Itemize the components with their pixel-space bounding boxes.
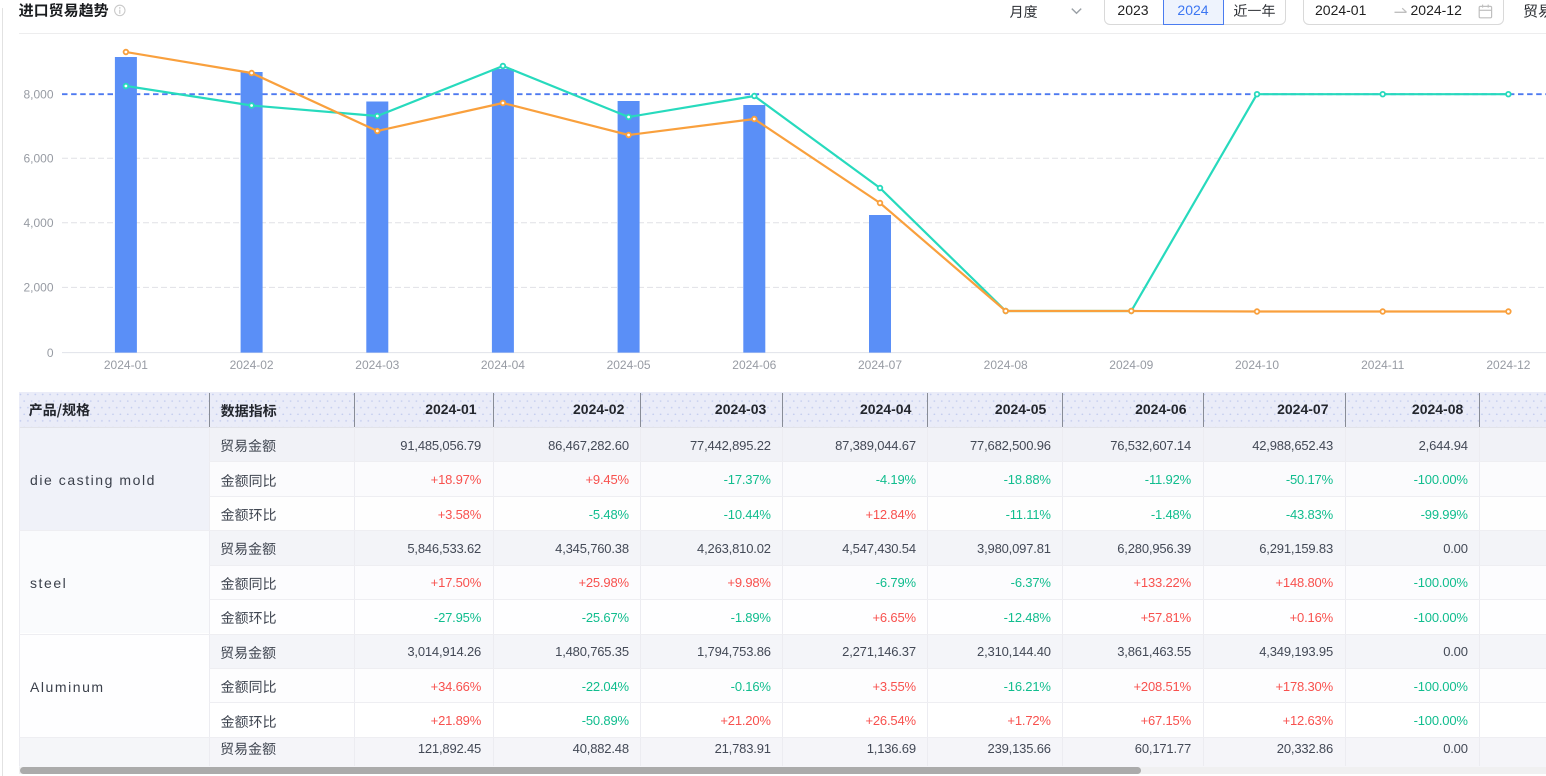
svg-text:2024-08: 2024-08 [984,358,1028,372]
svg-text:2024-09: 2024-09 [1109,358,1153,372]
svg-text:0: 0 [47,346,54,360]
svg-text:8,000: 8,000 [23,87,53,101]
svg-text:2024-11: 2024-11 [1361,358,1404,372]
svg-text:2024-03: 2024-03 [355,358,399,372]
svg-text:2024-02: 2024-02 [230,358,274,372]
svg-text:2024-01: 2024-01 [104,358,148,372]
svg-text:2024-04: 2024-04 [481,358,525,372]
svg-text:2024-06: 2024-06 [732,358,776,372]
svg-text:2024-07: 2024-07 [858,358,902,372]
svg-text:2024-05: 2024-05 [607,358,651,372]
svg-text:2,000: 2,000 [23,281,53,295]
svg-text:6,000: 6,000 [23,151,53,165]
svg-text:2024-12: 2024-12 [1486,358,1530,372]
svg-text:4,000: 4,000 [23,216,53,230]
svg-text:2024-10: 2024-10 [1235,358,1279,372]
